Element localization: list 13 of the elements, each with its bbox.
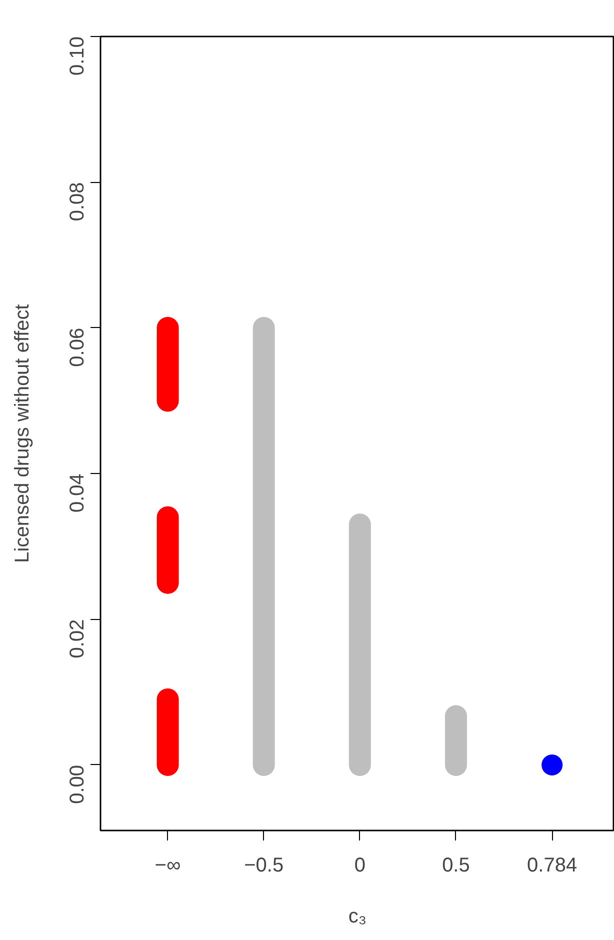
x-tick-label: 0 (354, 854, 366, 876)
x-tick-label: 0.5 (442, 854, 470, 876)
y-axis-title: Licensed drugs without effect (12, 304, 34, 563)
x-tick-label: −0.5 (244, 854, 284, 876)
y-tick-label: 0.02 (66, 619, 88, 658)
y-tick-label: 0.04 (66, 474, 88, 512)
y-tick-label: 0.06 (66, 328, 88, 367)
x-tick-label: −∞ (154, 854, 181, 876)
x-axis-title: c₃ (348, 906, 367, 928)
y-tick-label: 0.10 (66, 36, 88, 76)
y-tick-label: 0.00 (66, 764, 88, 804)
y-tick-label: 0.08 (66, 182, 88, 222)
x-tick-label: 0.784 (527, 854, 578, 876)
